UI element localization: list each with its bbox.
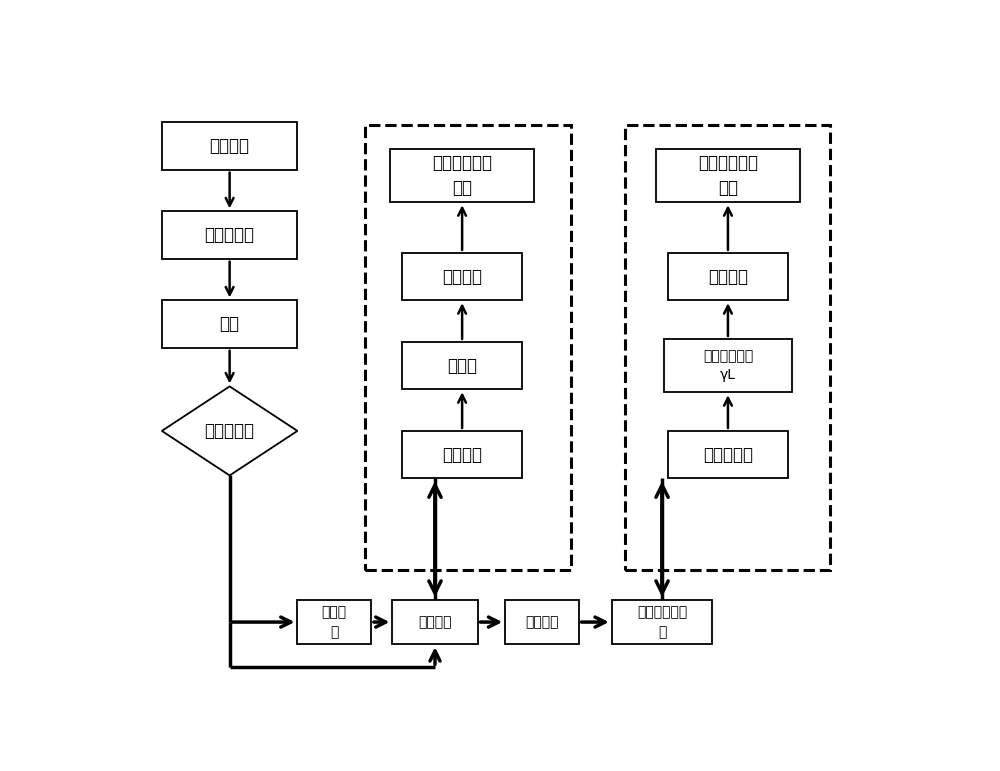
Text: 积分器: 积分器 — [447, 357, 477, 375]
FancyBboxPatch shape — [668, 431, 788, 478]
Text: 阈値设置: 阈値设置 — [442, 268, 482, 285]
Text: 能量检测: 能量检测 — [418, 615, 452, 629]
FancyBboxPatch shape — [402, 342, 522, 389]
FancyBboxPatch shape — [656, 149, 800, 202]
Polygon shape — [162, 386, 297, 476]
FancyBboxPatch shape — [162, 301, 297, 348]
Text: 带通滤波器: 带通滤波器 — [205, 226, 255, 244]
Text: 判决频谱是否
空闲: 判决频谱是否 空闲 — [698, 154, 758, 197]
FancyBboxPatch shape — [402, 253, 522, 301]
Text: 平方模块: 平方模块 — [442, 446, 482, 463]
FancyBboxPatch shape — [162, 122, 297, 170]
Text: 信噪比评估: 信噪比评估 — [205, 422, 255, 440]
Text: 高信噪
比: 高信噪 比 — [322, 605, 347, 639]
Text: 计算相关因子
γL: 计算相关因子 γL — [703, 348, 753, 382]
Text: 接收信号: 接收信号 — [210, 137, 250, 155]
FancyBboxPatch shape — [668, 253, 788, 301]
FancyBboxPatch shape — [402, 431, 522, 478]
Text: 协方差矩阵检
测: 协方差矩阵检 测 — [637, 605, 687, 639]
FancyBboxPatch shape — [392, 600, 478, 645]
Text: 判决频谱是否
空闲: 判决频谱是否 空闲 — [432, 154, 492, 197]
Bar — [365, 125, 571, 571]
FancyBboxPatch shape — [297, 600, 371, 645]
FancyBboxPatch shape — [612, 600, 712, 645]
Text: 低信噪比: 低信噪比 — [525, 615, 559, 629]
Text: 相关性分析: 相关性分析 — [703, 446, 753, 463]
FancyBboxPatch shape — [162, 211, 297, 259]
Bar — [625, 125, 830, 571]
Text: 抄样: 抄样 — [220, 315, 240, 333]
Text: 阈値设置: 阈値设置 — [708, 268, 748, 285]
FancyBboxPatch shape — [664, 339, 792, 392]
FancyBboxPatch shape — [505, 600, 579, 645]
FancyBboxPatch shape — [390, 149, 534, 202]
